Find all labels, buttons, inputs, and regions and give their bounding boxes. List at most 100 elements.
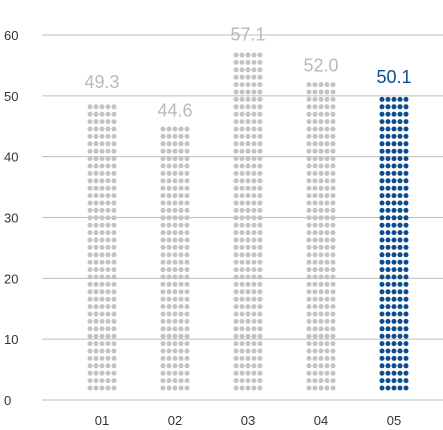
bar-dot <box>239 52 245 58</box>
bar-dot <box>318 348 324 354</box>
bar-dot <box>105 237 111 243</box>
bar-dot <box>318 355 324 361</box>
bar-dot <box>385 252 391 258</box>
bar-dot <box>324 259 330 265</box>
bar-dot <box>330 126 336 132</box>
bar-dot <box>379 363 385 369</box>
bar-dot <box>239 119 245 125</box>
bar-dot <box>257 170 263 176</box>
bar-dot <box>257 304 263 310</box>
bar-dot <box>379 267 385 273</box>
bar-dot <box>245 326 251 332</box>
bar-dot <box>184 193 190 199</box>
bar-dot <box>306 311 312 317</box>
bar-dot <box>403 215 409 221</box>
bar-dot <box>99 311 105 317</box>
bar-dot <box>306 141 312 147</box>
bar-dot <box>178 244 184 250</box>
bar-dot <box>379 341 385 347</box>
bar-dot <box>93 326 99 332</box>
bar-dot <box>251 318 257 324</box>
bar-dot <box>239 59 245 65</box>
bar-dot <box>391 274 397 280</box>
bar-dot <box>257 119 263 125</box>
bar-dot <box>239 67 245 73</box>
bar-dot <box>330 341 336 347</box>
bar-dot <box>312 252 318 258</box>
bar-dot <box>379 148 385 154</box>
bar-dot <box>178 200 184 206</box>
bar-dot <box>105 148 111 154</box>
bar-dot <box>330 178 336 184</box>
bar-dot <box>99 355 105 361</box>
bar-dot <box>330 119 336 125</box>
bar-dot <box>166 252 172 258</box>
bar-dot <box>251 111 257 117</box>
bar-dot <box>330 163 336 169</box>
bar-dot <box>105 111 111 117</box>
bar-dot <box>324 133 330 139</box>
bar-dot <box>379 370 385 376</box>
bar-dot <box>245 363 251 369</box>
bar-dot <box>245 89 251 95</box>
bar-dot <box>306 104 312 110</box>
bar-dot <box>166 185 172 191</box>
bar-dot <box>391 378 397 384</box>
bar-dot <box>245 370 251 376</box>
bar-dot <box>233 378 239 384</box>
bar-dot <box>324 222 330 228</box>
bar-dot <box>324 311 330 317</box>
x-axis: 01 02 03 04 05 <box>95 413 401 428</box>
bar-dot <box>251 148 257 154</box>
bar-dot <box>312 178 318 184</box>
bar-dot <box>233 281 239 287</box>
bar-dot <box>385 230 391 236</box>
bar-dot <box>178 289 184 295</box>
bar-dot <box>178 133 184 139</box>
bar-dot <box>160 341 166 347</box>
bar-dot <box>160 148 166 154</box>
bar-dot <box>105 326 111 332</box>
bar-dot <box>318 259 324 265</box>
bar-dot <box>184 126 190 132</box>
y-axis: 0 10 20 30 40 50 60 <box>4 28 18 408</box>
bar-dot <box>245 215 251 221</box>
bar-dot <box>87 318 93 324</box>
bar-dot <box>99 200 105 206</box>
bar-dot <box>178 281 184 287</box>
bar-dot <box>166 230 172 236</box>
bar-dot <box>306 170 312 176</box>
bar-dot <box>160 126 166 132</box>
bar-dot <box>257 348 263 354</box>
bar-dot <box>99 348 105 354</box>
bar-dot <box>178 267 184 273</box>
bar-dot <box>93 119 99 125</box>
bar-dot <box>379 244 385 250</box>
bar-dot <box>318 237 324 243</box>
bar-dot <box>105 207 111 213</box>
bar-dot <box>251 163 257 169</box>
bar-dot <box>318 119 324 125</box>
bar-dot <box>403 385 409 391</box>
y-tick-label: 60 <box>4 28 18 43</box>
bar-dot <box>239 215 245 221</box>
bar-dot <box>239 163 245 169</box>
bar-dot <box>330 385 336 391</box>
bar-dot <box>87 296 93 302</box>
bar-dot <box>306 378 312 384</box>
bar-dot <box>312 82 318 88</box>
bar-dot <box>233 348 239 354</box>
bar-dot <box>111 133 117 139</box>
bar-dot <box>239 311 245 317</box>
data-label-05: 50.1 <box>376 67 411 87</box>
bar-dot <box>105 244 111 250</box>
bar-dot <box>324 156 330 162</box>
bar-dot <box>257 82 263 88</box>
bar-dot <box>257 104 263 110</box>
bar-dot <box>324 185 330 191</box>
bar-dot <box>172 326 178 332</box>
bar-dot <box>105 259 111 265</box>
bar-dot <box>403 193 409 199</box>
bar-dot <box>87 156 93 162</box>
bar-dot <box>318 104 324 110</box>
